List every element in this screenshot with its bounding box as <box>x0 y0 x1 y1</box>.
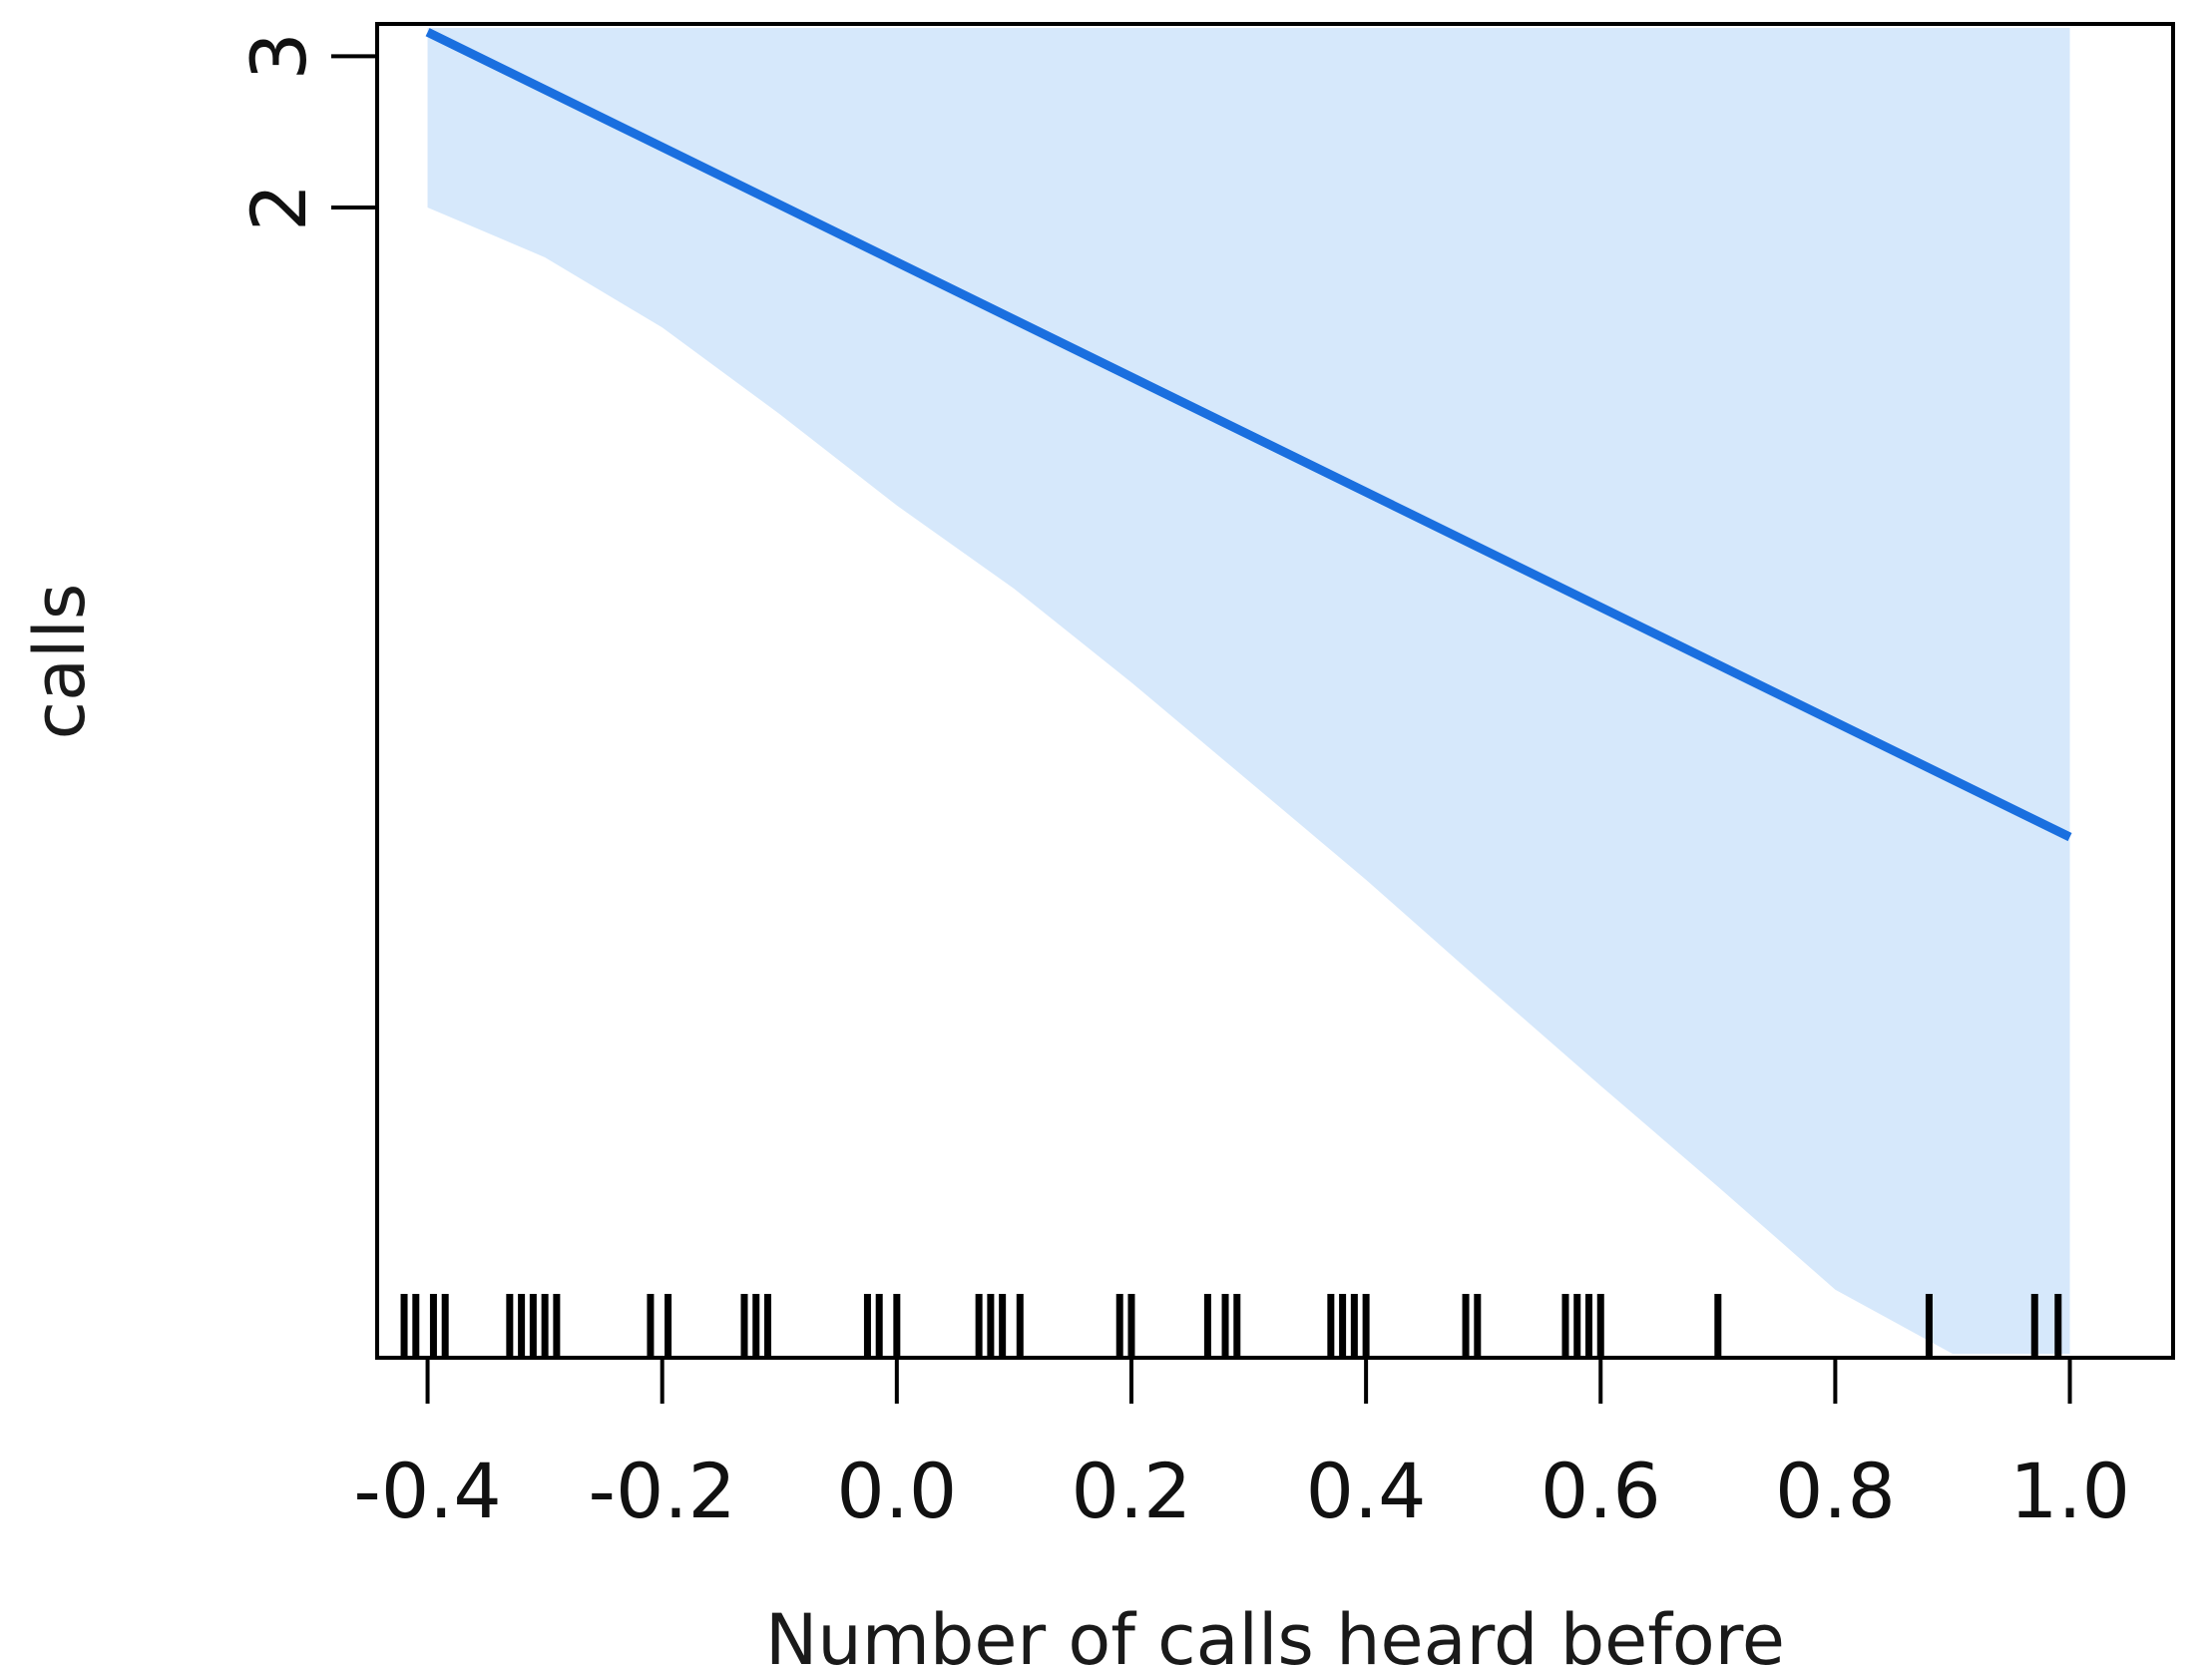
fit-line-layer <box>425 28 2072 842</box>
fit-line-0 <box>425 28 2072 842</box>
x-tick-label-5: 0.6 <box>1541 1447 1661 1535</box>
x-tick-label-2: 0.0 <box>836 1447 957 1535</box>
confidence-band <box>427 28 2070 1354</box>
y-tick-label-1: 3 <box>234 32 323 80</box>
x-tick-label-4: 0.4 <box>1306 1447 1427 1535</box>
y-axis-title: calls <box>19 584 101 740</box>
x-axis: -0.4 -0.2 0.0 0.2 0.4 0.6 0.8 1.0 <box>353 1358 2130 1535</box>
x-tick-label-1: -0.2 <box>589 1447 736 1535</box>
x-tick-label-7: 1.0 <box>2009 1447 2130 1535</box>
x-tick-label-0: -0.4 <box>353 1447 501 1535</box>
plot-frame <box>375 22 2175 1360</box>
x-tick-label-6: 0.8 <box>1775 1447 1896 1535</box>
y-axis: 234567891011 <box>234 32 377 231</box>
confidence-band-layer <box>427 28 2070 1354</box>
x-tick-label-3: 0.2 <box>1072 1447 1192 1535</box>
y-tick-label-0: 2 <box>234 184 323 231</box>
x-axis-title: Number of calls heard before <box>765 1599 1785 1669</box>
rug-layer <box>400 1294 2062 1358</box>
